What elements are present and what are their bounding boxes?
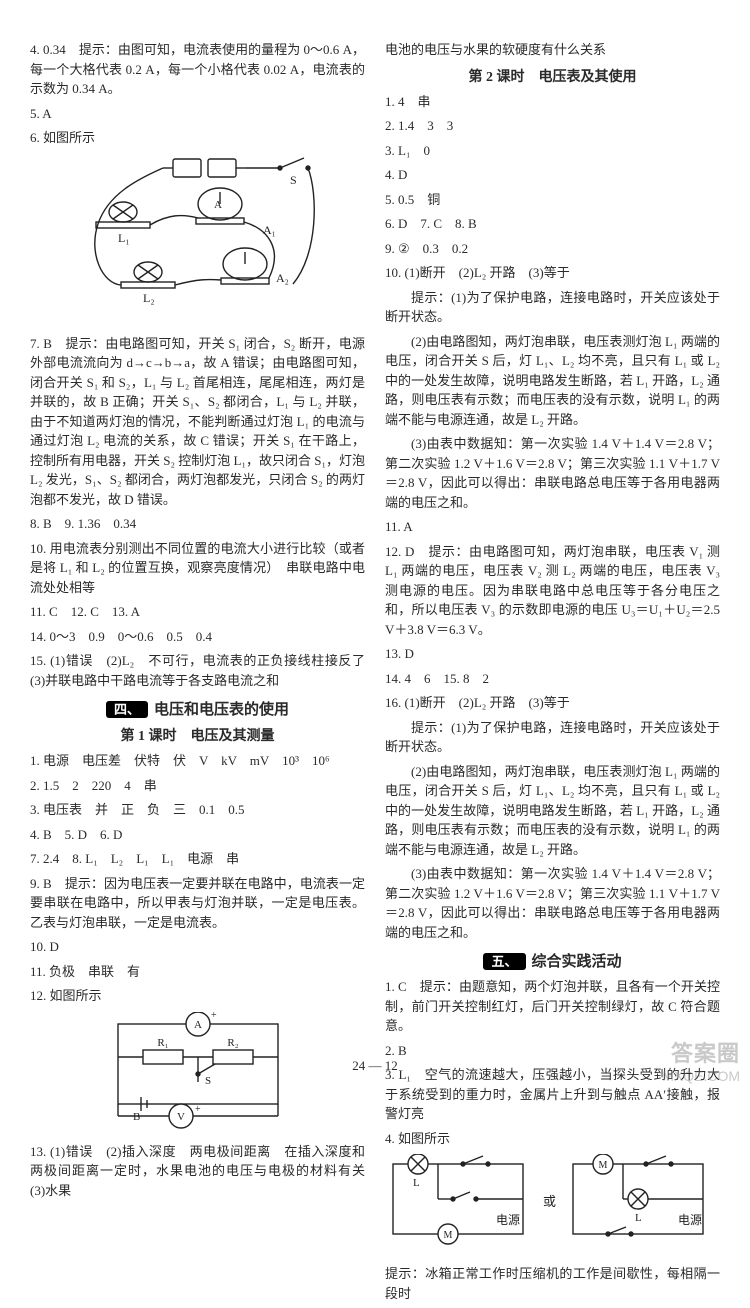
label-S: S [290, 173, 297, 187]
answer-item: 5. A [30, 104, 365, 124]
answer-item: 13. (1)错误 (2)插入深度 两电极间距离 在插入深度和两极间距离一定时，… [30, 1142, 365, 1201]
answer-hint: 提示：冰箱正常工作时压缩机的工作是间歇性，每相隔一段时 [385, 1264, 720, 1303]
section-4-header: 四、电压和电压表的使用 [30, 698, 365, 719]
answer-item: 1. 电源 电压差 伏特 伏 V kV mV 10³ 10⁶ [30, 751, 365, 771]
answer-item: 7. 2.4 8. L₁ L₂ L₁ L₁ 电源 串 [30, 849, 365, 869]
section-title: 综合实践活动 [532, 954, 622, 970]
section-title: 电压和电压表的使用 [154, 702, 289, 718]
label-A1: A₁ [263, 223, 276, 237]
circuit-figure-3: L M 电源 或 M [385, 1154, 720, 1258]
label-A2: A₂ [276, 271, 289, 285]
label-src: 电源 [678, 1213, 702, 1227]
left-column: 4. 0.34 提示：由图可知，电流表使用的量程为 0～0.6 A，每一个大格代… [30, 40, 365, 1308]
label-B: B [133, 1111, 140, 1123]
answer-item: 4. 如图所示 [385, 1129, 720, 1149]
answer-item: 11. C 12. C 13. A [30, 602, 365, 622]
label-or: 或 [543, 1194, 556, 1209]
label-L: L [413, 1177, 420, 1189]
answer-hint: (3)由表中数据知：第一次实验 1.4 V＋1.4 V＝2.8 V；第二次实验 … [385, 864, 720, 942]
answer-item: 1. C 提示：由题意知，两个灯泡并联，且各有一个开关控制，前门开关控制红灯，后… [385, 977, 720, 1036]
answer-item: 9. ② 0.3 0.2 [385, 239, 720, 259]
answer-hint: (2)由电路图知，两灯泡串联，电压表测灯泡 L₁ 两端的电压，闭合开关 S 后，… [385, 762, 720, 860]
answer-item: 11. 负极 串联 有 [30, 962, 365, 982]
two-column-layout: 4. 0.34 提示：由图可知，电流表使用的量程为 0～0.6 A，每一个大格代… [30, 40, 720, 1308]
answer-item: 7. B 提示：由电路图可知，开关 S₁ 闭合，S₂ 断开，电源外部电流流向为 … [30, 334, 365, 510]
label-plus: + [211, 1012, 217, 1021]
label-A: A [214, 199, 222, 211]
answer-item: 16. (1)断开 (2)L₂ 开路 (3)等于 [385, 693, 720, 713]
watermark: 答案圈 MXQE.COM [662, 1036, 740, 1084]
answer-item: 10. D [30, 937, 365, 957]
answer-item: 3. L₁ 0 [385, 141, 720, 161]
circuit-figure-1: S L₁ L₂ [30, 154, 365, 328]
lesson-1-header: 第 1 课时 电压及其测量 [30, 725, 365, 745]
watermark-line2: MXQE.COM [662, 1068, 740, 1084]
label-L2: L₂ [143, 291, 155, 305]
label-L: L [635, 1212, 642, 1224]
answer-item: 1. 4 串 [385, 92, 720, 112]
answer-item: 4. D [385, 165, 720, 185]
answer-item: 13. D [385, 644, 720, 664]
answer-item: 9. B 提示：因为电压表一定要并联在电路中，电流表一定要串联在电路中，所以甲表… [30, 874, 365, 933]
answer-item: 4. 0.34 提示：由图可知，电流表使用的量程为 0～0.6 A，每一个大格代… [30, 40, 365, 99]
answer-item: 14. 0～3 0.9 0～0.6 0.5 0.4 [30, 627, 365, 647]
answer-item: 14. 4 6 15. 8 2 [385, 669, 720, 689]
answer-item: 11. A [385, 517, 720, 537]
label-L1: L₁ [118, 231, 130, 245]
answer-item: 12. D 提示：由电路图可知，两灯泡串联，电压表 V₁ 测 L₁ 两端的电压，… [385, 542, 720, 640]
answer-hint: (3)由表中数据知：第一次实验 1.4 V＋1.4 V＝2.8 V；第二次实验 … [385, 434, 720, 512]
answer-item: 10. 用电流表分别测出不同位置的电流大小进行比较（或者是将 L₁ 和 L₂ 的… [30, 539, 365, 598]
section-badge: 五、 [483, 953, 525, 970]
label-S: S [205, 1075, 211, 1087]
label-M: M [443, 1230, 452, 1241]
label-R1: R₁ [157, 1037, 168, 1049]
answer-hint: 提示：(1)为了保护电路，连接电路时，开关应该处于断开状态。 [385, 288, 720, 327]
answer-item: 15. (1)错误 (2)L₂ 不可行，电流表的正负接线柱接反了 (3)并联电路… [30, 651, 365, 690]
answer-item: 4. B 5. D 6. D [30, 825, 365, 845]
answer-hint: (2)由电路图知，两灯泡串联，电压表测灯泡 L₁ 两端的电压，闭合开关 S 后，… [385, 332, 720, 430]
label-M: M [598, 1160, 607, 1171]
watermark-line1: 答案圈 [662, 1036, 740, 1068]
label-V: V [177, 1111, 185, 1123]
answer-item: 电池的电压与水果的软硬度有什么关系 [385, 40, 720, 60]
answer-item: 2. 1.4 3 3 [385, 116, 720, 136]
lesson-2-header: 第 2 课时 电压表及其使用 [385, 66, 720, 86]
answer-item: 3. 电压表 并 正 负 三 0.1 0.5 [30, 800, 365, 820]
answer-item: 5. 0.5 铜 [385, 190, 720, 210]
answer-item: 12. 如图所示 [30, 986, 365, 1006]
answer-item: 6. D 7. C 8. B [385, 214, 720, 234]
answer-item: 2. 1.5 2 220 4 串 [30, 776, 365, 796]
label-R2: R₂ [227, 1037, 238, 1049]
label-src: 电源 [496, 1213, 520, 1227]
right-column: 电池的电压与水果的软硬度有什么关系 第 2 课时 电压表及其使用 1. 4 串 … [385, 40, 720, 1308]
section-5-header: 五、综合实践活动 [385, 950, 720, 971]
section-badge: 四、 [106, 701, 148, 718]
page-number: 24 — 12 [0, 1058, 750, 1074]
answer-hint: 提示：(1)为了保护电路，连接电路时，开关应该处于断开状态。 [385, 718, 720, 757]
answer-item: 8. B 9. 1.36 0.34 [30, 514, 365, 534]
answer-item: 6. 如图所示 [30, 128, 365, 148]
answer-item: 10. (1)断开 (2)L₂ 开路 (3)等于 [385, 263, 720, 283]
label-plus: + [195, 1104, 201, 1115]
label-A: A [194, 1019, 202, 1031]
